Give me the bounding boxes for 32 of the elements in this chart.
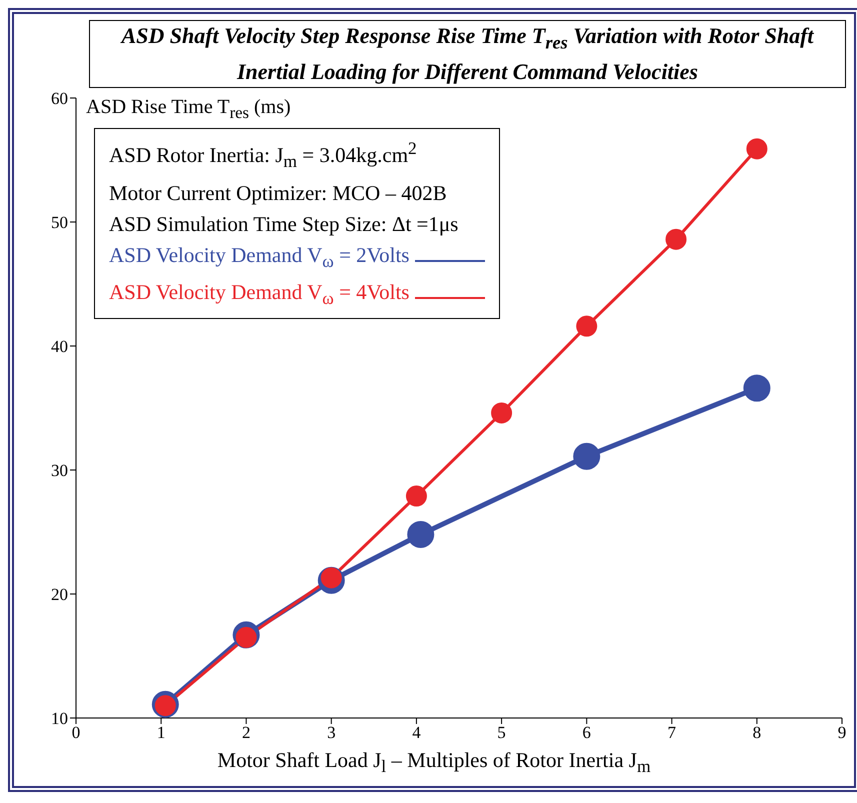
point	[573, 443, 600, 470]
chart-title: ASD Shaft Velocity Step Response Rise Time T$_{res}$ Variation with Rotor Shaft Inertial Loading for Different Command Velocities	[121, 23, 814, 84]
legend-label: ASD Velocity Demand V$_{ω}$ = 2Volts	[109, 242, 410, 271]
point	[746, 138, 768, 160]
y-tick-label: 50	[51, 213, 68, 232]
y-axis-title: ASD Rise Time T$_{res}$ (ms)	[86, 96, 291, 122]
annotation: ASD Simulation Time Step Size: Δt =1μs	[109, 212, 458, 236]
annotation: Motor Current Optimizer: MCO – 402B	[109, 180, 447, 205]
point	[576, 316, 598, 338]
x-axis-title: Motor Shaft Load J$_{l}$ – Multiples of Rotor Inertia J$_{m}$	[217, 748, 651, 777]
point	[407, 521, 434, 548]
y-tick-label: 20	[51, 585, 68, 604]
x-tick-label: 2	[242, 723, 250, 742]
x-tick-label: 0	[72, 723, 80, 742]
y-tick-label: 60	[51, 89, 68, 108]
y-tick-label: 10	[51, 709, 68, 728]
point	[666, 229, 687, 250]
annotation: ASD Rotor Inertia: J$_{m}$ = 3.04kg.cm$^{2}$	[109, 138, 417, 172]
x-tick-label: 6	[582, 723, 591, 742]
legend-label: ASD Velocity Demand V$_{ω}$ = 4Volts	[109, 280, 410, 308]
x-tick-label: 5	[497, 723, 506, 742]
x-tick-label: 8	[752, 723, 762, 742]
y-tick-label: 40	[51, 337, 68, 356]
x-tick-label: 3	[327, 723, 336, 742]
point	[406, 486, 427, 507]
y-tick-label: 30	[51, 461, 68, 480]
x-tick-label: 9	[838, 723, 846, 742]
x-tick-label: 7	[668, 723, 677, 742]
x-tick-label: 1	[156, 723, 166, 742]
x-tick-label: 4	[412, 723, 422, 742]
point	[491, 402, 512, 424]
point	[743, 375, 770, 402]
